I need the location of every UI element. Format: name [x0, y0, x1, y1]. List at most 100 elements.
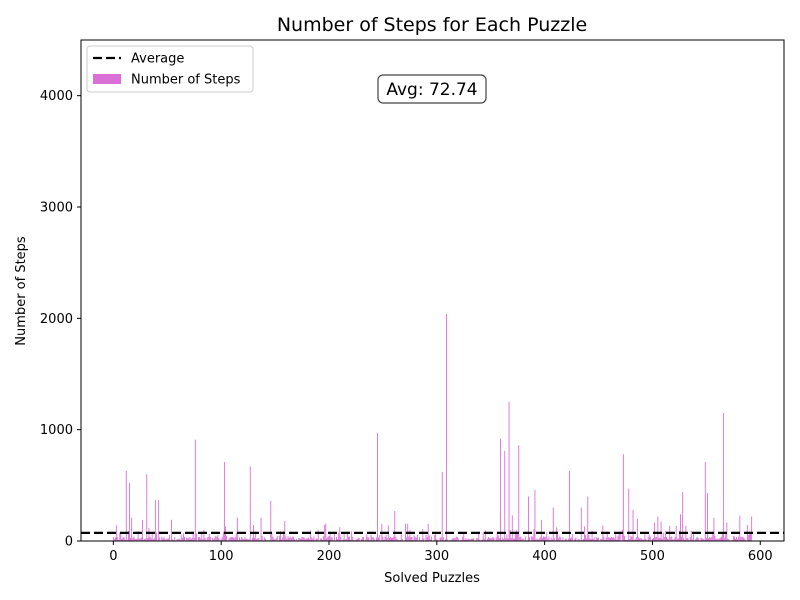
- bar: [130, 537, 132, 541]
- bar: [590, 539, 592, 541]
- bar: [203, 529, 205, 541]
- bar: [202, 539, 204, 541]
- bar: [697, 537, 699, 541]
- bar: [278, 535, 280, 541]
- bar: [519, 537, 521, 541]
- bar: [606, 531, 608, 541]
- bar: [339, 527, 341, 541]
- bar: [687, 537, 689, 541]
- bar: [558, 538, 560, 541]
- bar: [505, 538, 507, 541]
- bar: [355, 539, 357, 541]
- bar: [302, 537, 304, 541]
- bar: [571, 537, 573, 541]
- bar: [406, 537, 408, 541]
- bar: [660, 521, 662, 541]
- bar: [707, 493, 708, 541]
- y-tick-label: 3000: [40, 201, 73, 216]
- bar: [517, 532, 519, 541]
- bar: [636, 518, 638, 541]
- bar: [345, 539, 347, 541]
- bar: [373, 539, 375, 541]
- bar: [179, 539, 181, 541]
- bar: [316, 538, 318, 541]
- bar: [728, 539, 730, 541]
- bar: [522, 538, 524, 541]
- bar: [240, 539, 242, 541]
- bar: [751, 516, 753, 541]
- bar: [642, 539, 644, 541]
- bar: [551, 539, 553, 541]
- bar: [570, 538, 571, 541]
- bar: [747, 535, 749, 541]
- bar: [608, 537, 610, 541]
- bar: [275, 538, 277, 541]
- bar: [276, 535, 278, 541]
- bar: [469, 539, 471, 541]
- bar: [635, 537, 637, 541]
- bar: [428, 535, 430, 541]
- bar: [644, 532, 646, 541]
- bar: [464, 539, 466, 541]
- bar: [628, 488, 630, 541]
- bar: [701, 538, 703, 541]
- average-annotation: Avg: 72.74: [377, 74, 487, 104]
- bar: [499, 438, 501, 541]
- x-tick-label: 0: [109, 549, 117, 564]
- bar: [600, 539, 602, 541]
- bar: [683, 537, 685, 541]
- bar: [134, 538, 136, 541]
- bar: [301, 536, 303, 541]
- bar: [552, 507, 554, 541]
- bar: [592, 539, 594, 541]
- bar: [631, 536, 633, 541]
- bar: [621, 529, 623, 541]
- bar: [384, 536, 386, 541]
- bar: [625, 539, 626, 541]
- bar: [264, 538, 266, 541]
- bar: [324, 524, 326, 541]
- bar: [228, 539, 230, 541]
- bar: [414, 536, 416, 541]
- bar: [654, 522, 656, 541]
- bar: [544, 536, 546, 541]
- bar: [490, 538, 492, 541]
- bar: [528, 496, 529, 541]
- bar: [140, 537, 142, 541]
- bar: [492, 537, 494, 541]
- bar: [749, 531, 750, 541]
- legend: Average Number of Steps: [86, 45, 254, 93]
- bar: [337, 539, 339, 541]
- bar: [721, 536, 722, 541]
- bar: [298, 537, 300, 541]
- bar: [521, 539, 523, 541]
- bar: [136, 538, 138, 541]
- bar: [557, 531, 559, 541]
- bar: [192, 531, 194, 541]
- bar: [504, 450, 506, 541]
- bar: [405, 523, 406, 541]
- bar: [718, 538, 720, 541]
- bar: [456, 536, 458, 541]
- bar: [609, 537, 611, 541]
- bar: [220, 539, 222, 541]
- bar: [289, 536, 291, 541]
- bar: [476, 538, 478, 541]
- bar: [365, 539, 367, 541]
- bar: [652, 539, 653, 541]
- bar: [186, 537, 188, 541]
- bar: [560, 537, 562, 541]
- bar: [681, 536, 683, 541]
- bar: [343, 531, 345, 541]
- bar: [195, 533, 197, 541]
- bar: [270, 500, 272, 541]
- bar: [589, 538, 591, 541]
- bar: [516, 530, 518, 541]
- bar: [709, 536, 711, 541]
- bar: [539, 536, 541, 541]
- bar: [457, 538, 459, 541]
- bar: [714, 535, 716, 541]
- bar: [284, 520, 286, 541]
- bar: [680, 514, 681, 541]
- bar: [188, 537, 190, 541]
